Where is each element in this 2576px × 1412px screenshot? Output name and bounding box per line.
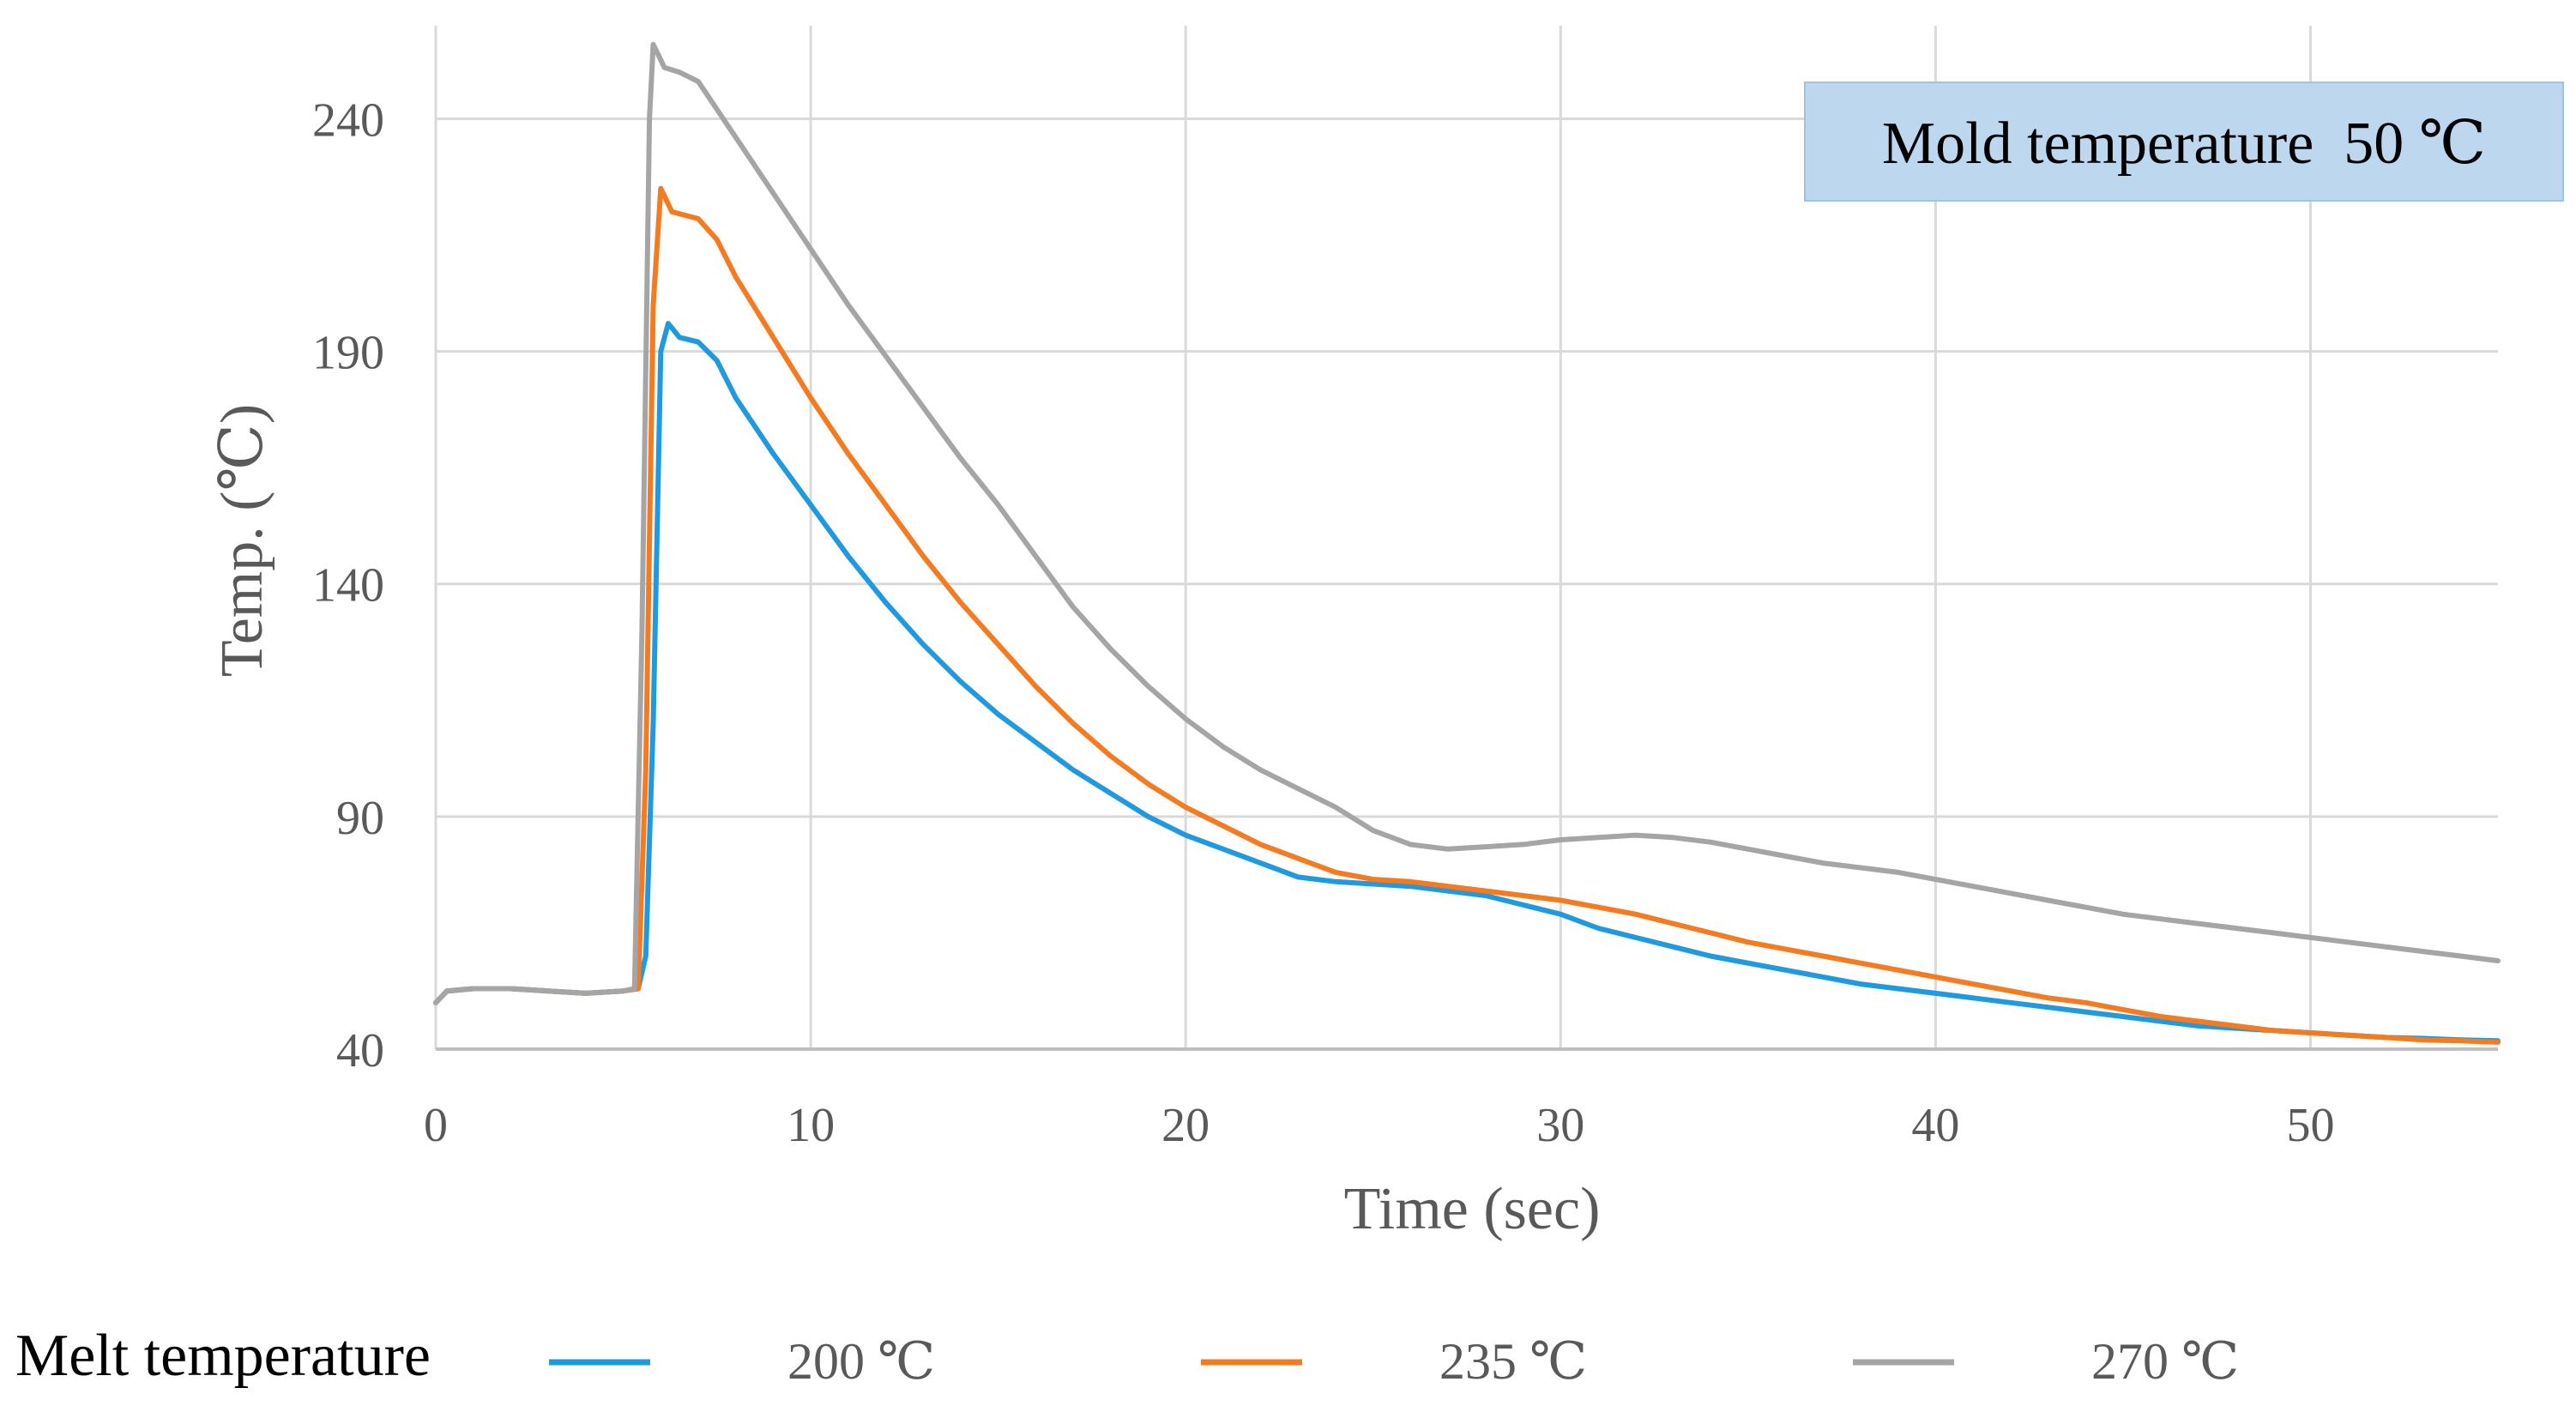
series-line-1 bbox=[433, 321, 2501, 1044]
legend: Melt temperature 200 ℃ 235 ℃ 270 ℃ bbox=[15, 1323, 2239, 1390]
x-tick-label: 10 bbox=[787, 1099, 835, 1152]
series-line-3 bbox=[433, 41, 2501, 1005]
legend-label: 270 ℃ bbox=[2091, 1333, 2239, 1390]
x-tick-label: 30 bbox=[1536, 1099, 1584, 1152]
annotation-background bbox=[1804, 81, 2564, 202]
x-tick-label: 40 bbox=[1911, 1099, 1959, 1152]
y-tick-label: 40 bbox=[336, 1024, 384, 1077]
annotation-text: Mold temperature 50 ℃ bbox=[1882, 111, 2486, 177]
x-tick-label: 0 bbox=[424, 1099, 448, 1152]
y-axis-ticks: 40 90 140 190 240 bbox=[312, 94, 384, 1077]
y-tick-label: 240 bbox=[312, 94, 384, 147]
x-axis-ticks: 0 10 20 30 40 50 bbox=[424, 1099, 2334, 1152]
x-tick-label: 50 bbox=[2286, 1099, 2334, 1152]
annotation-box: Mold temperature 50 ℃ bbox=[1804, 81, 2564, 202]
legend-label: 235 ℃ bbox=[1439, 1333, 1587, 1390]
series-lines bbox=[433, 41, 2501, 1045]
y-axis-title: Temp. (℃) bbox=[209, 404, 275, 677]
legend-items: 200 ℃ 235 ℃ 270 ℃ bbox=[549, 1333, 2239, 1390]
x-tick-label: 20 bbox=[1161, 1099, 1210, 1152]
x-axis-title: Time (sec) bbox=[1344, 1176, 1601, 1242]
legend-title: Melt temperature bbox=[15, 1323, 431, 1389]
y-tick-label: 90 bbox=[336, 792, 384, 845]
y-tick-label: 190 bbox=[312, 327, 384, 380]
legend-item: 235 ℃ bbox=[1201, 1333, 1587, 1390]
legend-item: 200 ℃ bbox=[549, 1333, 935, 1390]
series-line-2 bbox=[433, 185, 2501, 1045]
legend-item: 270 ℃ bbox=[1853, 1333, 2239, 1390]
legend-label: 200 ℃ bbox=[787, 1333, 935, 1390]
y-tick-label: 140 bbox=[312, 559, 384, 612]
